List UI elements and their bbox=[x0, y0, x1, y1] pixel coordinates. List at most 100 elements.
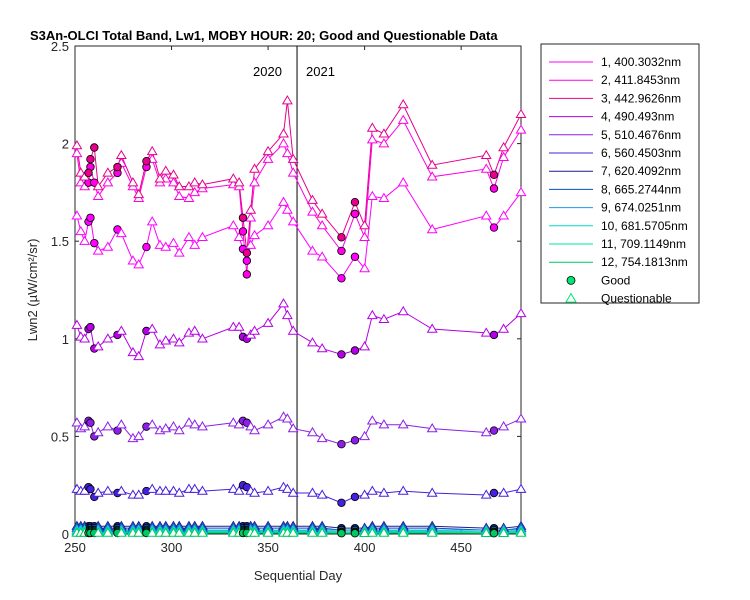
questionable-point bbox=[278, 298, 289, 308]
questionable-point bbox=[189, 483, 201, 493]
good-point bbox=[86, 155, 95, 164]
questionable-point bbox=[278, 128, 289, 138]
good-point bbox=[350, 529, 360, 538]
questionable-point bbox=[262, 485, 274, 495]
questionable-point bbox=[359, 219, 371, 230]
questionable-point bbox=[160, 335, 172, 345]
questionable-point bbox=[498, 527, 510, 537]
questionable-point bbox=[173, 190, 185, 201]
questionable-point bbox=[227, 483, 239, 493]
questionable-point bbox=[366, 527, 378, 537]
questionable-point bbox=[154, 173, 166, 183]
questionable-point bbox=[249, 177, 261, 187]
questionable-point bbox=[281, 413, 293, 423]
good-point bbox=[350, 209, 360, 219]
questionable-point bbox=[245, 204, 257, 214]
questionable-point bbox=[316, 489, 328, 499]
questionable-point bbox=[102, 485, 114, 495]
questionable-point bbox=[480, 327, 492, 337]
questionable-point bbox=[249, 163, 261, 173]
questionable-point bbox=[133, 430, 145, 441]
questionable-point bbox=[249, 325, 261, 335]
questionable-point bbox=[316, 251, 328, 261]
x-axis-label: Sequential Day bbox=[254, 568, 343, 583]
questionable-point bbox=[115, 419, 127, 429]
questionable-point bbox=[426, 159, 438, 169]
good-point bbox=[238, 213, 248, 222]
questionable-point bbox=[307, 487, 318, 497]
legend-label-7: 7, 620.4092nm bbox=[601, 164, 681, 178]
good-point bbox=[489, 529, 499, 538]
questionable-point bbox=[189, 177, 201, 187]
questionable-point bbox=[133, 527, 145, 537]
questionable-point bbox=[146, 527, 158, 537]
x-tick-label: 350 bbox=[257, 540, 279, 555]
questionable-point bbox=[183, 231, 195, 242]
questionable-point bbox=[262, 145, 274, 156]
questionable-point bbox=[316, 208, 328, 218]
legend: 1, 400.3032nm 2, 411.8453nm 3, 442.9626nm 4… bbox=[540, 43, 700, 306]
questionable-point bbox=[307, 194, 318, 204]
good-point bbox=[350, 346, 360, 355]
questionable-point bbox=[92, 527, 104, 537]
questionable-point bbox=[426, 487, 438, 497]
questionable-point bbox=[287, 423, 299, 433]
questionable-point bbox=[133, 489, 145, 499]
questionable-point bbox=[287, 153, 299, 163]
questionable-point bbox=[92, 487, 104, 497]
questionable-point bbox=[366, 415, 378, 425]
questionable-point bbox=[71, 210, 83, 220]
questionable-point bbox=[102, 177, 114, 187]
questionable-point bbox=[262, 153, 274, 163]
x-tick-label: 300 bbox=[161, 540, 183, 555]
questionable-point bbox=[480, 210, 492, 220]
questionable-point bbox=[281, 147, 293, 158]
legend-label-9: 9, 674.0251nm bbox=[601, 201, 681, 215]
y-axis-label: Lwn2 (µW/cm²/sr) bbox=[25, 239, 40, 342]
good-point bbox=[350, 197, 360, 207]
axes: 250 300 350 400 450 0 0.5 1 1.5 2 2.5 bbox=[51, 39, 522, 555]
good-point bbox=[86, 213, 95, 222]
questionable-point bbox=[287, 216, 299, 226]
questionable-point bbox=[115, 485, 127, 495]
legend-questionable-label: Questionable bbox=[601, 292, 672, 306]
year-label-2021: 2021 bbox=[306, 64, 335, 79]
questionable-point bbox=[307, 245, 318, 255]
questionable-point bbox=[133, 350, 145, 361]
questionable-point bbox=[233, 485, 245, 495]
questionable-point bbox=[359, 341, 371, 351]
questionable-point bbox=[515, 413, 527, 423]
questionable-point bbox=[397, 527, 409, 537]
questionable-point bbox=[278, 196, 289, 206]
questionable-point bbox=[127, 255, 139, 265]
questionable-point bbox=[515, 108, 527, 119]
questionable-point bbox=[262, 419, 274, 429]
good-point bbox=[489, 170, 499, 180]
questionable-point bbox=[196, 527, 208, 537]
questionable-point bbox=[316, 527, 328, 537]
good-point bbox=[242, 248, 252, 258]
questionable-point bbox=[249, 229, 261, 240]
good-point bbox=[86, 484, 95, 494]
questionable-point bbox=[307, 337, 318, 347]
good-point bbox=[86, 418, 95, 427]
questionable-point bbox=[127, 346, 139, 357]
questionable-point bbox=[167, 169, 179, 179]
questionable-point bbox=[115, 325, 127, 335]
good-point bbox=[350, 492, 360, 502]
questionable-point bbox=[515, 186, 527, 197]
good-point bbox=[350, 436, 360, 445]
questionable-point bbox=[115, 527, 127, 537]
legend-label-2: 2, 411.8453nm bbox=[601, 73, 680, 87]
legend-label-6: 6, 560.4503nm bbox=[601, 146, 681, 160]
legend-good-marker bbox=[566, 275, 576, 285]
questionable-point bbox=[227, 417, 239, 427]
good-point bbox=[142, 156, 151, 166]
questionable-point bbox=[79, 421, 91, 431]
legend-questionable-marker bbox=[565, 292, 577, 303]
questionable-point bbox=[227, 219, 239, 230]
questionable-point bbox=[167, 333, 179, 343]
good-point bbox=[113, 162, 122, 172]
questionable-point bbox=[167, 237, 179, 247]
legend-good-label: Good bbox=[601, 273, 630, 287]
